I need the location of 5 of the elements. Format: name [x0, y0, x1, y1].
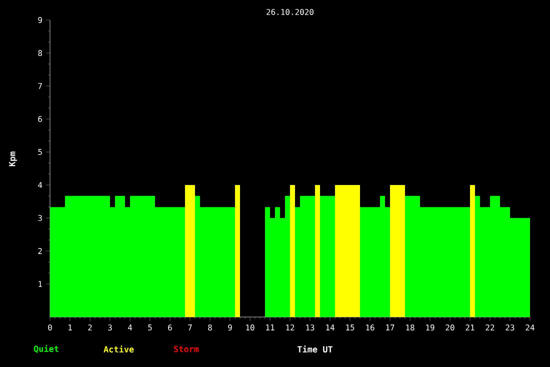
legend-label: Storm [174, 346, 199, 352]
text: Quiet [34, 344, 58, 354]
x-axis-title: Time UT [298, 345, 332, 353]
y-axis-title: Kpm [9, 152, 17, 166]
text: Active [104, 345, 134, 353]
